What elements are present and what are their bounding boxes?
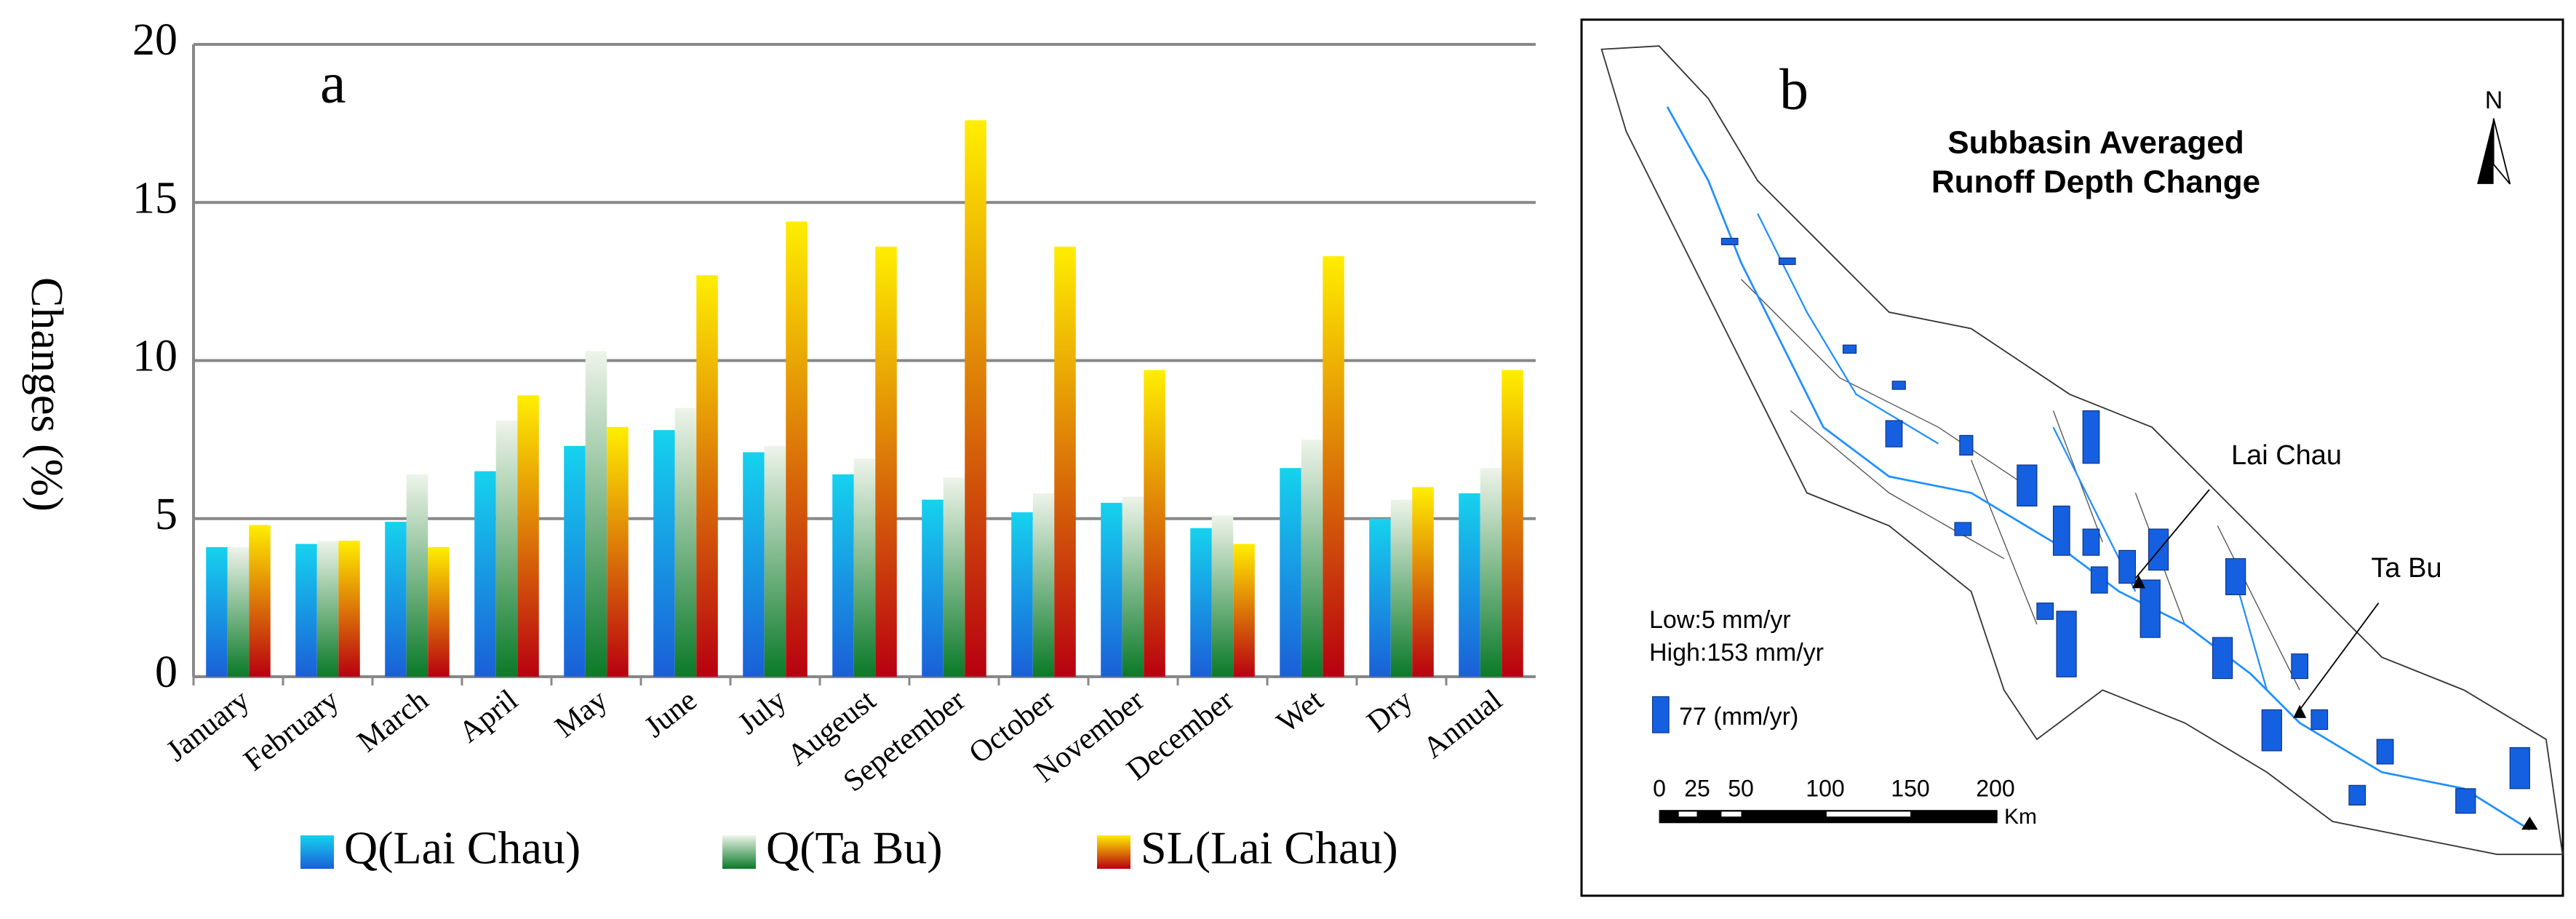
bar <box>1101 503 1122 677</box>
bar <box>922 499 944 677</box>
map-frame <box>1580 18 2564 897</box>
bar <box>696 275 718 677</box>
x-tick-label: April <box>452 683 524 749</box>
map-title: Runoff Depth Change <box>1931 164 2260 200</box>
bar <box>1054 247 1076 677</box>
bar <box>385 522 407 677</box>
legend-swatch <box>1097 835 1131 869</box>
bar <box>1122 496 1144 677</box>
bar <box>1280 468 1301 677</box>
bar <box>853 458 876 677</box>
map-legend-text: High:153 mm/yr <box>1649 639 1824 667</box>
x-tick-label: Annual <box>1417 683 1509 765</box>
bar <box>607 426 629 677</box>
x-tick-label: March <box>351 683 435 759</box>
scale-label: 50 <box>1728 775 1754 801</box>
bar <box>965 120 986 677</box>
north-label: N <box>2485 87 2503 114</box>
y-tick-label: 20 <box>132 15 178 65</box>
station-label: Lai Chau <box>2231 440 2342 471</box>
bar <box>764 445 786 677</box>
bar <box>1459 493 1480 677</box>
bar <box>1323 256 1344 677</box>
bar <box>227 546 250 677</box>
bar <box>564 445 586 677</box>
y-tick-label: 10 <box>132 332 178 381</box>
y-tick-label: 5 <box>155 490 178 539</box>
scale-label: 25 <box>1684 775 1710 801</box>
bar <box>495 421 518 677</box>
x-tick-label: February <box>238 683 346 778</box>
legend-swatch <box>722 835 756 869</box>
x-tick-label: June <box>639 683 703 744</box>
legend-swatch <box>300 835 334 869</box>
panel-label: b <box>1779 57 1809 122</box>
scale-label: 100 <box>1806 775 1844 801</box>
map-title: Subbasin Averaged <box>1947 125 2244 161</box>
bar <box>1011 512 1033 677</box>
bar <box>338 541 360 677</box>
y-axis-label: Changes (%) <box>22 277 71 512</box>
scale-label: 0 <box>1653 775 1666 801</box>
bar <box>428 546 450 677</box>
bar <box>743 452 765 677</box>
bar <box>674 407 697 677</box>
legend-label: SL(Lai Chau) <box>1141 822 1398 874</box>
bar <box>249 525 271 677</box>
bar <box>1301 439 1323 677</box>
bar <box>474 471 496 677</box>
bar <box>1032 493 1055 677</box>
bar <box>316 541 339 677</box>
bar <box>1211 515 1234 677</box>
bar <box>786 221 808 677</box>
bar <box>1390 499 1413 677</box>
map-legend-text: 77 (mm/yr) <box>1679 703 1798 731</box>
map-drawing <box>1600 45 2564 856</box>
bar <box>1480 468 1502 677</box>
legend-label: Q(Ta Bu) <box>766 822 943 874</box>
y-tick-label: 15 <box>132 173 178 223</box>
bar <box>295 544 317 677</box>
scale-label: 200 <box>1976 775 2014 801</box>
bar <box>1412 487 1434 677</box>
bar <box>1502 370 1523 677</box>
bar <box>1144 370 1165 677</box>
bar <box>943 477 965 677</box>
bar <box>1233 544 1255 677</box>
x-tick-label: July <box>732 683 792 741</box>
y-tick-label: 0 <box>155 648 178 697</box>
bar <box>832 474 854 677</box>
bar <box>517 395 539 677</box>
x-tick-label: May <box>549 683 614 744</box>
bar <box>406 474 428 677</box>
bar <box>585 351 607 677</box>
panel-label: a <box>320 51 346 115</box>
bar <box>653 430 675 677</box>
legend-label: Q(Lai Chau) <box>344 822 581 874</box>
bar <box>1369 518 1391 677</box>
x-tick-label: Wet <box>1271 683 1330 739</box>
bar <box>875 247 897 677</box>
scale-label: 150 <box>1891 775 1929 801</box>
map-legend-text: Low:5 mm/yr <box>1649 606 1791 634</box>
x-tick-label: Dry <box>1361 683 1419 739</box>
bar <box>1190 528 1212 677</box>
bar <box>206 546 228 677</box>
scale-unit: Km <box>2004 805 2037 829</box>
station-label: Ta Bu <box>2371 553 2441 584</box>
